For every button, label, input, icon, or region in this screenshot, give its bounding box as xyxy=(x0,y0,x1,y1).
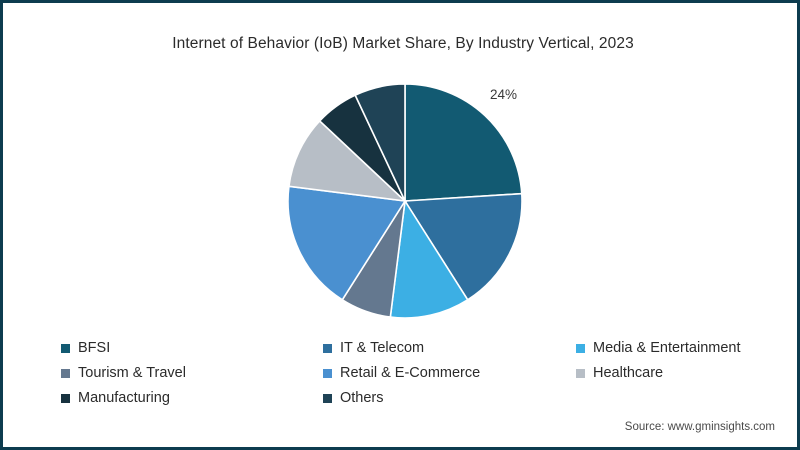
pie-slice xyxy=(288,119,408,203)
legend-swatch-icon xyxy=(61,394,70,403)
legend-item[interactable]: Tourism & Travel xyxy=(61,366,323,381)
legend-item-label: Healthcare xyxy=(593,365,664,382)
legend-swatch-icon xyxy=(323,369,332,378)
pie-slice xyxy=(403,192,523,301)
legend-item-label: Retail & E-Commerce xyxy=(340,365,481,382)
legend-item-label: Manufacturing xyxy=(78,390,170,407)
legend-swatch-icon xyxy=(323,394,332,403)
legend-item[interactable]: Others xyxy=(323,391,576,406)
legend-item-label: Others xyxy=(340,390,384,407)
legend-item[interactable]: Retail & E-Commerce xyxy=(323,366,576,381)
pie-slice xyxy=(287,185,407,301)
pie-slice xyxy=(389,198,469,319)
legend-row: Manufacturing Others xyxy=(61,386,771,411)
legend-item[interactable]: Manufacturing xyxy=(61,391,323,406)
legend-item[interactable]: Media & Entertainment xyxy=(576,341,771,356)
legend-item[interactable]: IT & Telecom xyxy=(323,341,576,356)
pie-slice xyxy=(404,83,523,202)
legend-item-label: IT & Telecom xyxy=(340,340,425,357)
legend-item[interactable]: BFSI xyxy=(61,341,323,356)
pie-chart-svg xyxy=(287,83,523,319)
chart-legend: BFSI IT & Telecom Media & Entertainment Tou… xyxy=(61,336,771,411)
legend-item[interactable]: Healthcare xyxy=(576,366,771,381)
pie-slice xyxy=(354,83,406,202)
legend-swatch-icon xyxy=(61,369,70,378)
legend-swatch-icon xyxy=(576,344,585,353)
page-title: Internet of Behavior (IoB) Market Share,… xyxy=(172,35,634,52)
legend-row: Tourism & Travel Retail & E-Commerce Healt… xyxy=(61,361,771,386)
legend-swatch-icon xyxy=(576,369,585,378)
legend-item-label: Media & Entertainment xyxy=(593,340,741,357)
legend-item-label: BFSI xyxy=(78,340,111,357)
pie-chart xyxy=(287,83,523,319)
legend-swatch-icon xyxy=(61,344,70,353)
source-note: Source: www.gminsights.com xyxy=(624,421,775,433)
pie-data-label-bfsi: 24% xyxy=(490,87,518,102)
legend-item-label: Tourism & Travel xyxy=(78,365,186,382)
pie-slice-group xyxy=(287,83,523,319)
legend-row: BFSI IT & Telecom Media & Entertainment xyxy=(61,336,771,361)
legend-swatch-icon xyxy=(323,344,332,353)
